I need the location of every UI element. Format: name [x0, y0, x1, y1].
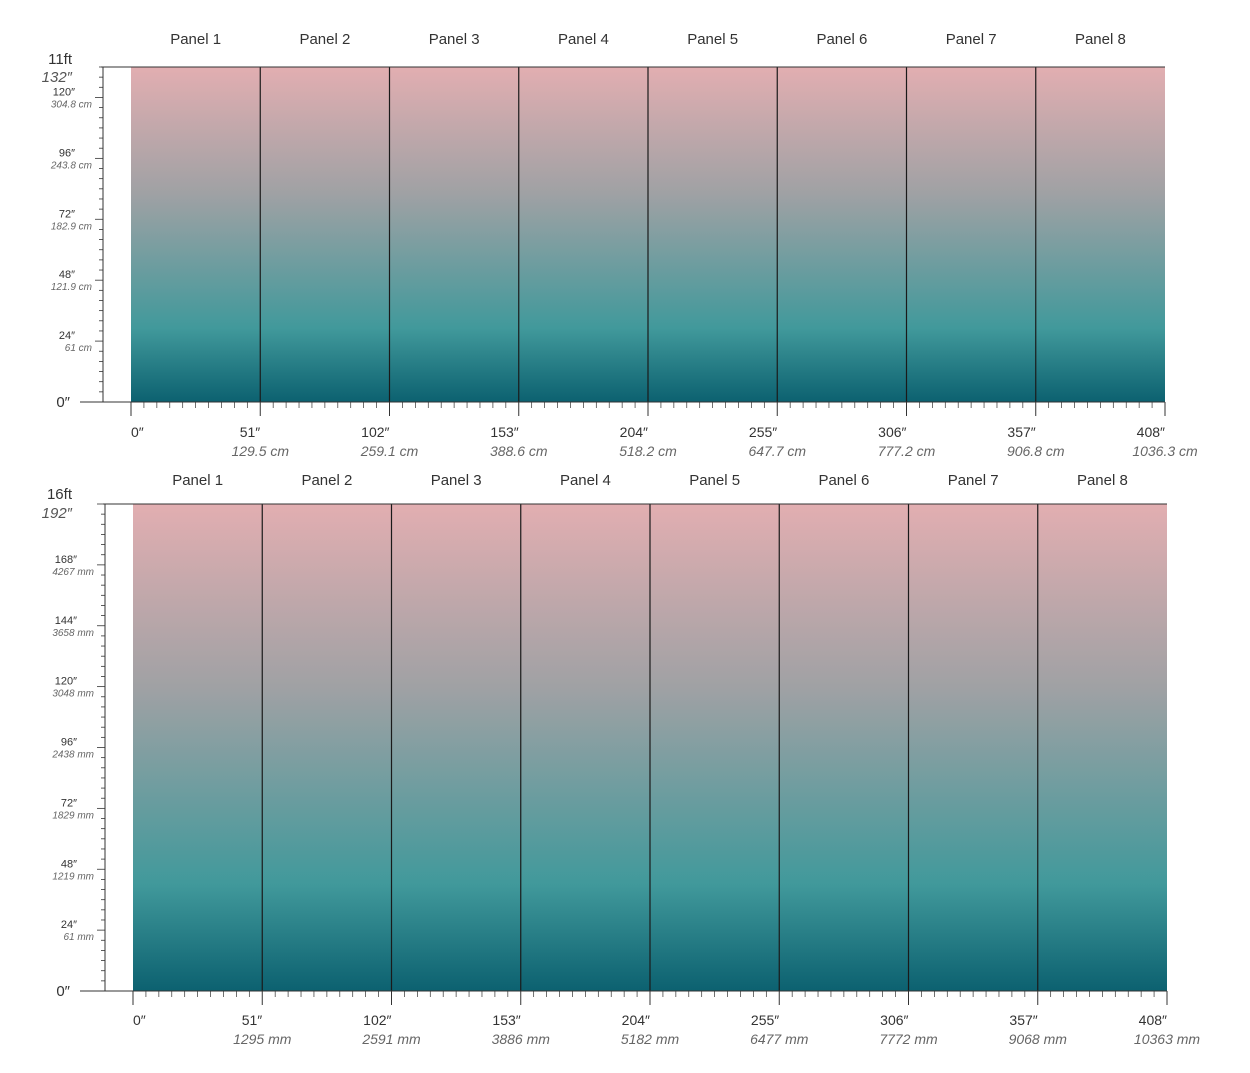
panel-label: Panel 1	[170, 31, 221, 48]
panel-label: Panel 5	[689, 472, 740, 489]
y-tick-label: 24″	[59, 330, 75, 342]
x-tick-label: 51″	[240, 424, 261, 440]
panel-label: Panel 8	[1075, 31, 1126, 48]
x-tick-sublabel: 6477 mm	[750, 1031, 809, 1047]
y-tick-sublabel: 3048 mm	[52, 689, 94, 700]
y-tick-label: 120″	[55, 676, 77, 688]
y-tick-label: 96″	[59, 147, 75, 159]
y-tick-label: 96″	[61, 737, 77, 749]
x-tick-label: 408″	[1139, 1012, 1167, 1028]
y-tick-label: 48″	[61, 858, 77, 870]
x-tick-sublabel: 1036.3 cm	[1132, 443, 1198, 459]
height-label: 11ft	[48, 51, 73, 68]
y-zero-label: 0″	[56, 983, 70, 1000]
x-tick-sublabel: 259.1 cm	[360, 443, 419, 459]
x-tick-sublabel: 7772 mm	[879, 1031, 938, 1047]
x-tick-sublabel: 2591 mm	[361, 1031, 421, 1047]
x-tick-sublabel: 5182 mm	[621, 1031, 680, 1047]
x-tick-label: 306″	[878, 424, 906, 440]
x-tick-label: 357″	[1007, 424, 1035, 440]
x-tick-label: 204″	[620, 424, 648, 440]
y-tick-sublabel: 1829 mm	[52, 810, 94, 821]
height-top-inches: 192″	[42, 505, 73, 522]
x-tick-label: 153″	[492, 1012, 520, 1028]
panel-label: Panel 3	[431, 472, 482, 489]
x-tick-sublabel: 129.5 cm	[231, 443, 289, 459]
y-tick-sublabel: 304.8 cm	[51, 99, 92, 110]
panel-label: Panel 1	[172, 472, 223, 489]
y-tick-sublabel: 182.9 cm	[51, 221, 92, 232]
x-tick-label: 153″	[490, 424, 518, 440]
y-tick-sublabel: 2438 mm	[51, 750, 94, 761]
y-tick-sublabel: 4267 mm	[52, 567, 94, 578]
panel-label: Panel 2	[299, 31, 350, 48]
y-tick-sublabel: 121.9 cm	[51, 282, 92, 293]
x-tick-sublabel: 3886 mm	[492, 1031, 551, 1047]
panel-label: Panel 4	[560, 472, 611, 489]
y-tick-sublabel: 3658 mm	[52, 628, 94, 639]
diagram-16ft: Panel 1 Panel 2 Panel 3 Panel 4 Panel 5 Panel…	[42, 472, 1201, 1047]
diagram-11ft: Panel 1 Panel 2 Panel 3 Panel 4 Panel 5 Panel…	[42, 31, 1198, 459]
panel-label: Panel 2	[301, 472, 352, 489]
y-tick-sublabel: 61 mm	[63, 932, 94, 943]
x-tick-label: 0″	[133, 1012, 146, 1028]
x-tick-label: 0″	[131, 424, 144, 440]
x-tick-sublabel: 10363 mm	[1134, 1031, 1200, 1047]
x-tick-label: 102″	[361, 424, 389, 440]
panel-label: Panel 6	[818, 472, 869, 489]
y-tick-label: 48″	[59, 269, 75, 281]
panel-label: Panel 4	[558, 31, 609, 48]
y-tick-sublabel: 61 cm	[65, 343, 92, 354]
y-tick-sublabel: 243.8 cm	[50, 160, 92, 171]
panel-label: Panel 7	[948, 472, 999, 489]
x-tick-sublabel: 1295 mm	[233, 1031, 292, 1047]
y-tick-label: 72″	[61, 797, 77, 809]
panel-label: Panel 6	[816, 31, 867, 48]
x-tick-label: 408″	[1137, 424, 1165, 440]
x-tick-sublabel: 388.6 cm	[490, 443, 548, 459]
y-tick-label: 24″	[61, 919, 77, 931]
x-tick-sublabel: 906.8 cm	[1007, 443, 1065, 459]
x-tick-sublabel: 9068 mm	[1009, 1031, 1068, 1047]
y-tick-label: 72″	[59, 208, 75, 220]
x-tick-label: 102″	[363, 1012, 391, 1028]
x-tick-sublabel: 647.7 cm	[748, 443, 806, 459]
panel-label: Panel 3	[429, 31, 480, 48]
y-tick-label: 168″	[55, 554, 77, 566]
y-tick-label: 144″	[55, 615, 77, 627]
y-zero-label: 0″	[56, 394, 70, 411]
x-tick-label: 306″	[880, 1012, 908, 1028]
x-tick-label: 255″	[751, 1012, 779, 1028]
x-tick-sublabel: 777.2 cm	[878, 443, 936, 459]
x-tick-sublabel: 518.2 cm	[619, 443, 677, 459]
x-tick-label: 357″	[1009, 1012, 1037, 1028]
height-top-inches: 132″	[42, 69, 73, 86]
x-tick-label: 204″	[622, 1012, 650, 1028]
y-tick-label: 120″	[53, 86, 75, 98]
panel-label: Panel 5	[687, 31, 738, 48]
y-tick-sublabel: 1219 mm	[52, 871, 94, 882]
height-label: 16ft	[47, 486, 73, 503]
panel-label: Panel 7	[946, 31, 997, 48]
x-tick-label: 51″	[242, 1012, 263, 1028]
panel-label: Panel 8	[1077, 472, 1128, 489]
x-tick-label: 255″	[749, 424, 777, 440]
